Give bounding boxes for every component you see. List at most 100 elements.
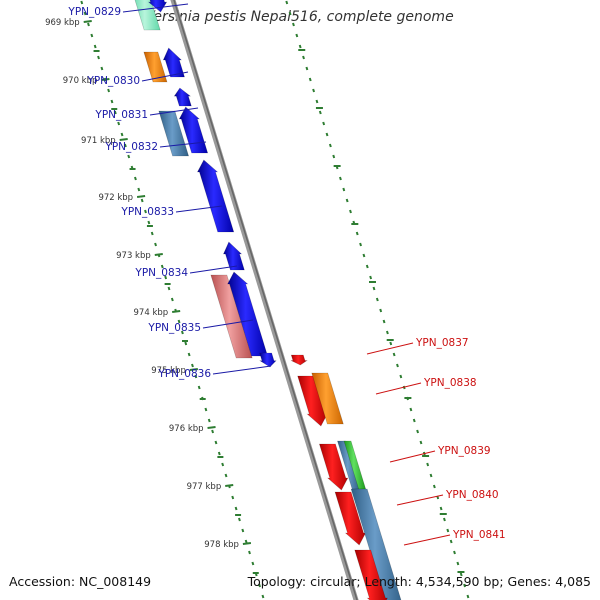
gene-label-ypn-0831: YPN_0831: [94, 109, 148, 121]
boundary-dot: [241, 528, 245, 533]
boundary-dot: [345, 198, 349, 203]
boundary-dot: [355, 231, 359, 236]
boundary-dot: [446, 528, 450, 533]
kbp-tick: [207, 426, 216, 429]
kbp-tick: [101, 78, 110, 81]
boundary-dot: [372, 286, 376, 291]
boundary-dot: [328, 143, 332, 148]
boundary-dot: [214, 440, 218, 445]
gene-label-ypn-0829: YPN_0829: [67, 6, 121, 18]
leader-line: [159, 141, 207, 148]
boundary-dot: [325, 132, 329, 137]
boundary-dot: [204, 407, 208, 412]
genome-backbone: [170, 0, 359, 600]
boundary-dot: [339, 176, 342, 181]
boundary-dot: [221, 462, 225, 467]
boundary-dot: [426, 462, 430, 467]
backbone-shadow: [173, 0, 358, 600]
kbp-tick: [83, 20, 92, 23]
boundary-dot: [449, 539, 453, 544]
feature-ypn-0838b: [311, 372, 344, 425]
boundary-dot: [456, 561, 460, 566]
boundary-dot: [80, 0, 84, 5]
boundary-dot: [207, 418, 211, 423]
boundary-dot: [312, 88, 316, 93]
feature-ypn-0833: [196, 159, 235, 233]
kbp-tick-label: 972 kbp: [98, 193, 133, 203]
leader-line: [366, 342, 414, 355]
boundary-dot: [432, 484, 436, 489]
boundary-dot: [170, 297, 174, 302]
leader-line: [212, 365, 272, 375]
kbp-tick-label: 970 kbp: [63, 76, 98, 86]
boundary-dot: [211, 429, 215, 434]
boundary-dot: [463, 583, 466, 588]
boundary-dot: [123, 143, 127, 148]
boundary-dot: [362, 253, 366, 258]
kbp-tick-label: 971 kbp: [81, 136, 116, 146]
boundary-dot: [164, 275, 168, 280]
leader-line: [149, 107, 199, 116]
boundary-dot: [83, 11, 87, 16]
boundary-dot: [443, 517, 446, 522]
boundary-dot: [180, 330, 184, 335]
gene-label-ypn-0839: YPN_0839: [437, 445, 491, 457]
track-boundaries: [80, 0, 470, 599]
boundary-dot: [359, 242, 362, 247]
boundary-dot: [349, 209, 352, 214]
boundary-dot: [184, 341, 188, 346]
boundary-dot: [332, 154, 336, 159]
kbp-tick-label: 973 kbp: [116, 251, 151, 261]
boundary-dot: [258, 583, 261, 588]
boundary-dot: [248, 550, 251, 555]
boundary-dot: [419, 440, 423, 445]
boundary-dot: [140, 198, 144, 203]
boundary-dot: [365, 264, 369, 269]
kbp-tick: [189, 368, 198, 371]
boundary-dot: [107, 88, 111, 93]
boundary-dot: [308, 77, 312, 82]
boundary-dot: [93, 44, 97, 49]
boundary-dot: [305, 66, 309, 71]
boundary-dot: [369, 275, 373, 280]
boundary-dot: [285, 0, 289, 5]
gene-label-ypn-0838: YPN_0838: [423, 377, 477, 389]
kbp-tick: [136, 195, 146, 198]
leader-line: [141, 71, 189, 82]
gene-label-ypn-0835: YPN_0835: [147, 322, 201, 334]
boundary-dot: [409, 407, 413, 412]
kbp-ticks: 969 kbp 970 kbp 971 kbp 972 kbp 973 kbp 974 k…: [45, 18, 465, 574]
gene-label-ypn-0837: YPN_0837: [415, 337, 469, 349]
accession-text: Accession: NC_008149: [9, 574, 152, 589]
boundary-dot: [197, 385, 201, 390]
boundary-dot: [127, 154, 131, 159]
boundary-dot: [396, 363, 399, 368]
kbp-tick-label: 969 kbp: [45, 18, 80, 28]
boundary-dot: [234, 506, 238, 511]
boundary-dot: [97, 55, 100, 60]
boundary-dot: [147, 220, 151, 225]
kbp-tick-label: 978 kbp: [204, 540, 239, 550]
boundary-dot: [167, 286, 171, 291]
leader-line: [175, 205, 223, 213]
kbp-tick-label: 976 kbp: [169, 424, 204, 434]
boundary-dot: [382, 319, 386, 324]
feature-ypn-0835b: [227, 271, 268, 357]
feature-ypn-0841: [354, 549, 388, 600]
boundary-dot: [416, 429, 420, 434]
leader-line: [122, 3, 189, 13]
gene-labels: YPN_0829 YPN_0830 YPN_0831 YPN_0832 YPN_0833…: [67, 3, 506, 546]
topology-text: Topology: circular; Length: 4,534,590 bp…: [247, 574, 591, 589]
boundary-dot: [298, 44, 302, 49]
gene-features: [134, 0, 402, 600]
leader-line: [189, 265, 238, 274]
boundary-dot: [154, 242, 157, 247]
feature-ypn-0837: [290, 354, 308, 366]
boundary-dot: [110, 99, 114, 104]
boundary-dot: [302, 55, 305, 60]
feature-ypn-0839: [319, 443, 349, 491]
boundary-dot: [137, 187, 141, 192]
boundary-dot: [385, 330, 389, 335]
boundary-dot: [375, 297, 379, 302]
boundary-dot: [288, 11, 292, 16]
